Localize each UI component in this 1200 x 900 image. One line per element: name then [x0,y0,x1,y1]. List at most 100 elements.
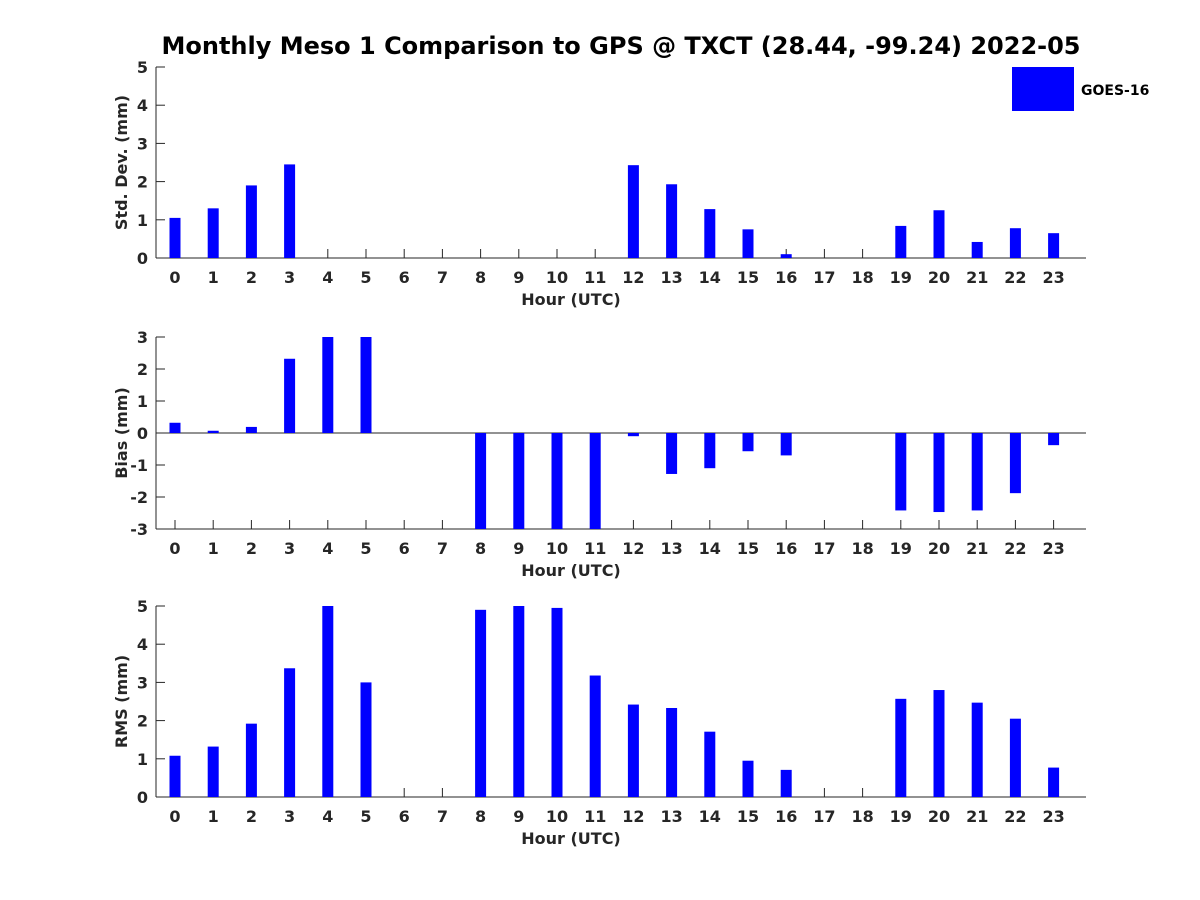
y-tick-label: 2 [137,360,148,379]
y-tick-label: 3 [137,673,148,692]
y-tick-label: 2 [137,173,148,192]
x-tick-label: 13 [660,268,682,287]
chart-title: Monthly Meso 1 Comparison to GPS @ TXCT … [161,32,1080,60]
bar-hour-16 [780,254,792,258]
x-tick-label: 11 [584,807,606,826]
x-tick-label: 1 [208,268,219,287]
x-tick-label: 17 [813,807,835,826]
bar-hour-0 [169,755,181,797]
x-tick-label: 0 [169,539,180,558]
x-tick-label: 14 [699,268,721,287]
bar-hour-14 [704,209,716,258]
bar-hour-4 [322,337,334,433]
x-tick-label: 9 [513,268,524,287]
x-tick-label: 15 [737,268,759,287]
bar-hour-13 [666,433,678,474]
bar-hour-20 [933,433,945,513]
bar-hour-12 [627,165,639,258]
bar-hour-14 [704,731,716,797]
x-tick-label: 21 [966,807,988,826]
x-tick-label: 4 [322,268,333,287]
legend-swatch-goes16 [1012,67,1074,111]
bar-hour-19 [895,433,907,511]
bar-hour-22 [1009,718,1021,797]
bar-hour-15 [742,760,754,797]
bar-hour-15 [742,229,754,258]
x-tick-label: 19 [890,807,912,826]
x-axis-label: Hour (UTC) [521,561,621,580]
x-tick-label: 3 [284,539,295,558]
bar-hour-2 [245,426,257,433]
bar-hour-1 [207,430,219,433]
x-tick-label: 3 [284,268,295,287]
bar-hour-3 [284,668,296,797]
bar-hour-21 [971,433,983,511]
x-tick-label: 14 [699,539,721,558]
x-tick-label: 6 [399,268,410,287]
x-tick-label: 23 [1042,807,1064,826]
y-axis-label: Std. Dev. (mm) [112,95,131,230]
x-tick-label: 8 [475,268,486,287]
y-tick-label: 4 [137,635,148,654]
x-tick-label: 16 [775,539,797,558]
bar-hour-12 [627,704,639,797]
bar-hour-23 [1048,767,1060,797]
x-tick-label: 18 [851,807,873,826]
bar-hour-21 [971,702,983,797]
x-tick-label: 23 [1042,268,1064,287]
x-tick-label: 18 [851,268,873,287]
x-tick-label: 6 [399,807,410,826]
bar-hour-22 [1009,228,1021,258]
x-tick-label: 20 [928,268,950,287]
x-tick-label: 12 [622,268,644,287]
y-tick-label: 4 [137,96,148,115]
x-tick-label: 1 [208,807,219,826]
x-tick-label: 0 [169,268,180,287]
y-tick-label: 3 [137,328,148,347]
x-tick-label: 3 [284,807,295,826]
y-tick-label: 1 [137,750,148,769]
x-tick-label: 16 [775,807,797,826]
x-tick-label: 5 [360,268,371,287]
x-tick-label: 10 [546,268,568,287]
bar-hour-9 [513,606,525,797]
x-tick-label: 12 [622,807,644,826]
bar-hour-12 [627,433,639,437]
x-tick-label: 7 [437,807,448,826]
bar-hour-1 [207,208,219,258]
x-axis-label: Hour (UTC) [521,290,621,309]
x-tick-label: 0 [169,807,180,826]
x-tick-label: 22 [1004,539,1026,558]
bar-hour-23 [1048,433,1060,446]
x-tick-label: 12 [622,539,644,558]
y-tick-label: 3 [137,134,148,153]
bar-hour-9 [513,433,525,529]
x-tick-label: 22 [1004,268,1026,287]
bar-hour-16 [780,433,792,456]
bar-hour-20 [933,690,945,797]
x-tick-label: 17 [813,268,835,287]
y-tick-label: 0 [137,788,148,807]
y-tick-label: 1 [137,392,148,411]
x-tick-label: 14 [699,807,721,826]
x-tick-label: 1 [208,539,219,558]
bar-hour-8 [475,433,487,529]
bar-hour-14 [704,433,716,469]
bar-hour-20 [933,210,945,258]
y-tick-label: 0 [137,249,148,268]
x-tick-label: 9 [513,807,524,826]
bar-hour-13 [666,184,678,258]
x-tick-label: 7 [437,268,448,287]
bar-hour-5 [360,682,372,797]
x-tick-label: 18 [851,539,873,558]
bar-hour-2 [245,185,257,258]
bar-hour-22 [1009,433,1021,494]
x-tick-label: 13 [660,807,682,826]
bar-hour-11 [589,675,601,797]
x-tick-label: 2 [246,539,257,558]
y-tick-label: -1 [130,456,148,475]
